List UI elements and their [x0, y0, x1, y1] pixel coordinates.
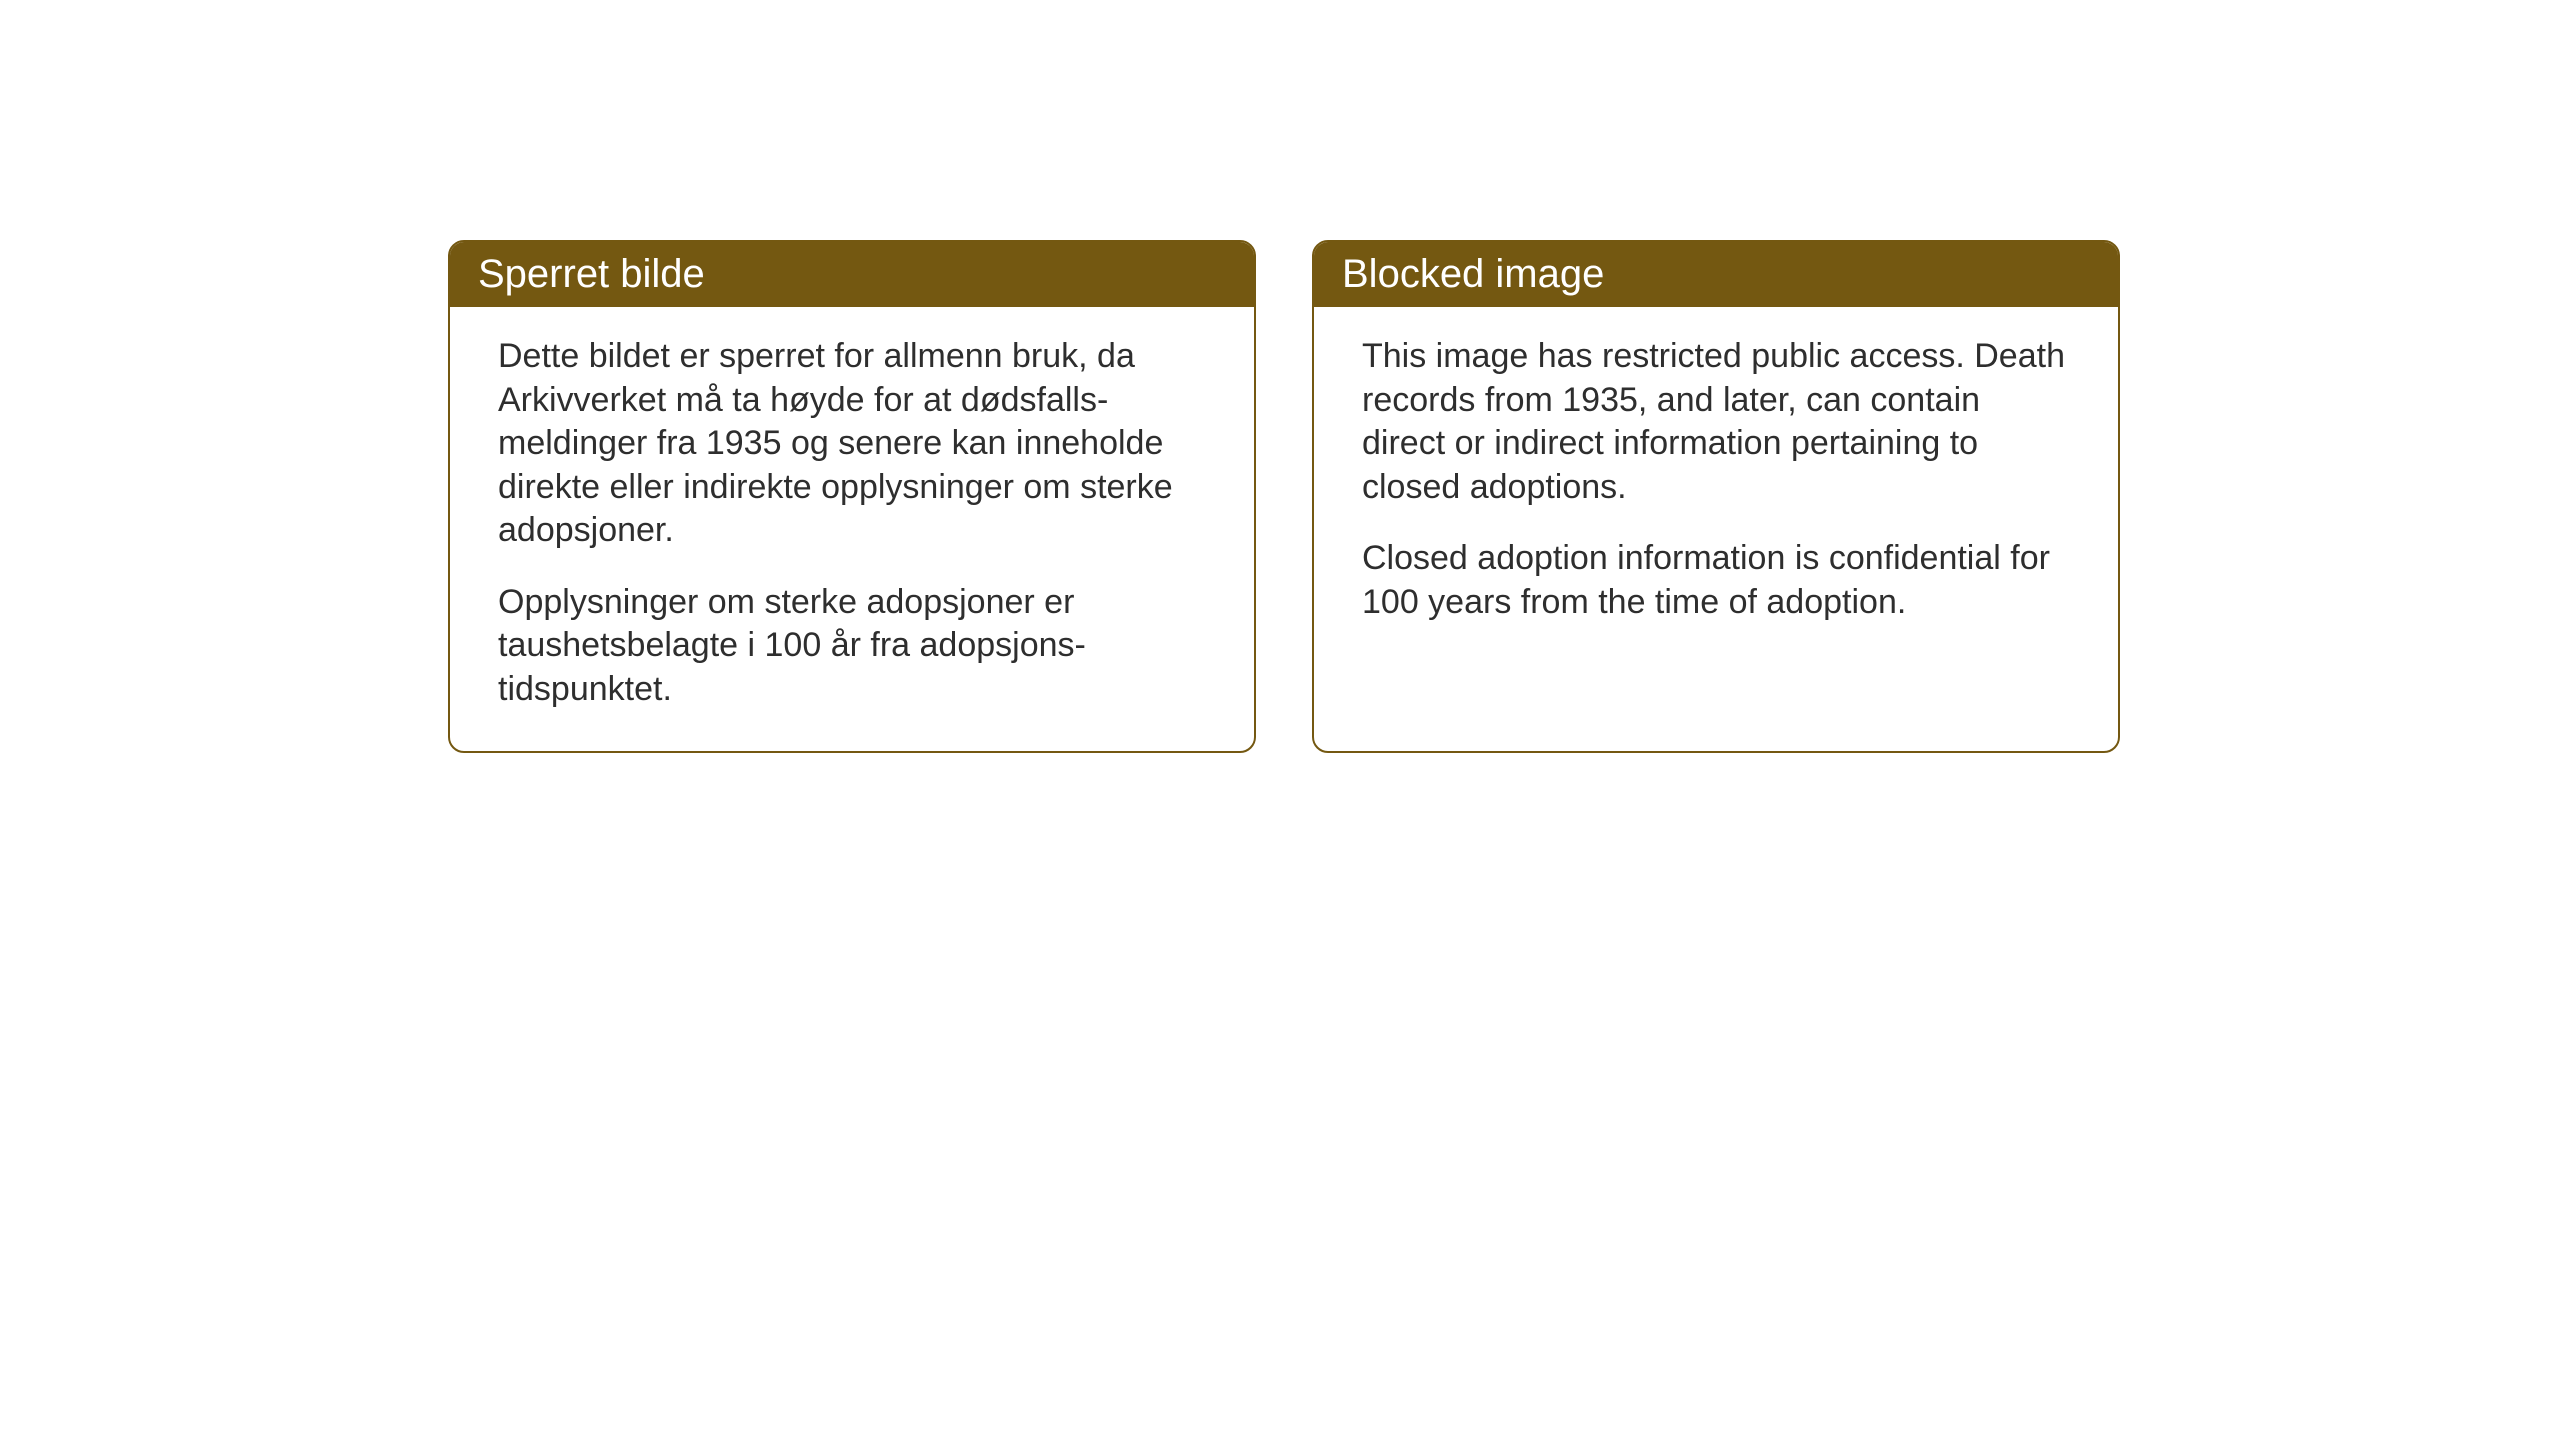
card-title: Sperret bilde [478, 252, 705, 296]
card-paragraph: Opplysninger om sterke adopsjoner er tau… [498, 581, 1206, 712]
card-paragraph: This image has restricted public access.… [1362, 335, 2070, 509]
notice-container: Sperret bilde Dette bildet er sperret fo… [448, 240, 2120, 753]
card-body-norwegian: Dette bildet er sperret for allmenn bruk… [450, 307, 1254, 751]
card-paragraph: Closed adoption information is confident… [1362, 537, 2070, 624]
card-paragraph: Dette bildet er sperret for allmenn bruk… [498, 335, 1206, 553]
card-header-norwegian: Sperret bilde [450, 242, 1254, 307]
notice-card-english: Blocked image This image has restricted … [1312, 240, 2120, 753]
card-body-english: This image has restricted public access.… [1314, 307, 2118, 664]
notice-card-norwegian: Sperret bilde Dette bildet er sperret fo… [448, 240, 1256, 753]
card-header-english: Blocked image [1314, 242, 2118, 307]
card-title: Blocked image [1342, 252, 1604, 296]
